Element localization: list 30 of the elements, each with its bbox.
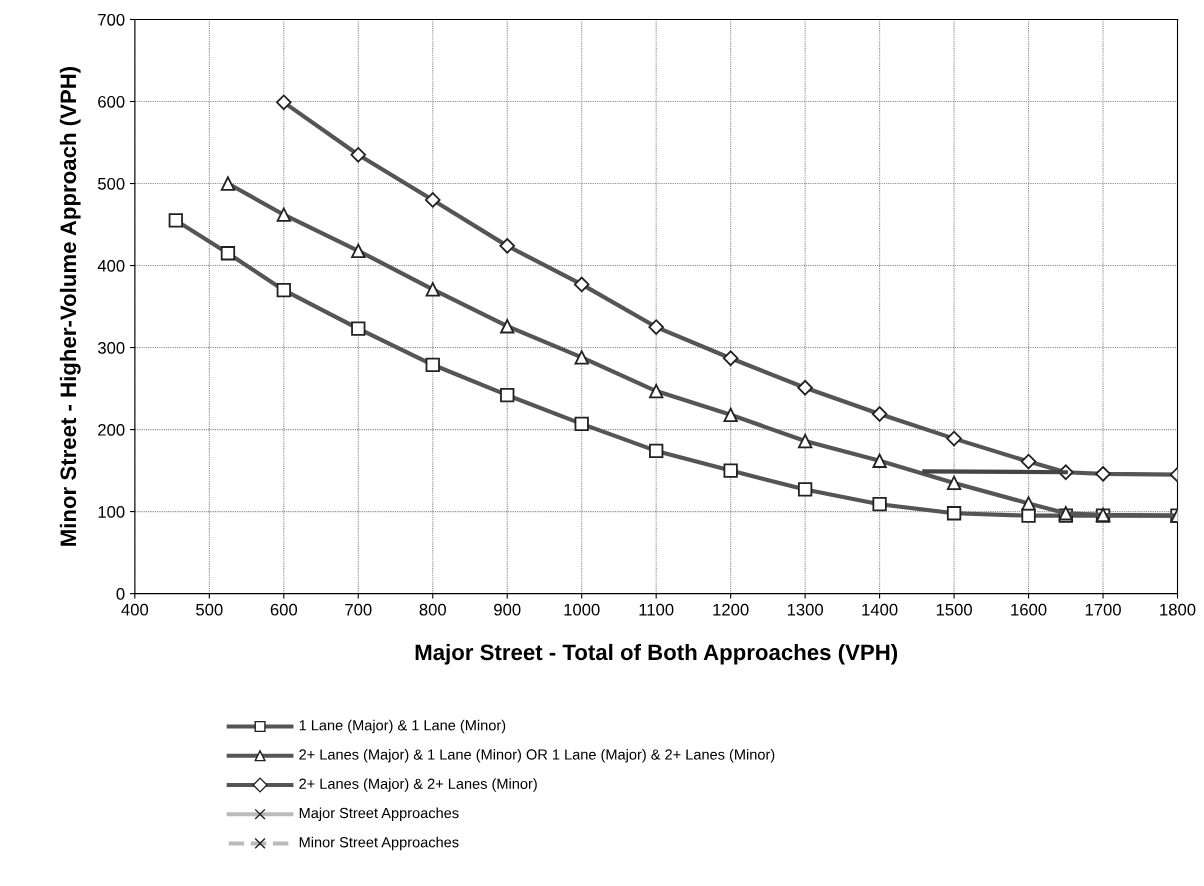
legend-label: Minor Street Approaches [299,836,459,851]
x-tick-label: 1300 [787,603,824,616]
y-tick-label: 500 [97,177,125,190]
x-tick-label: 500 [196,603,223,616]
legend-label: 2+ Lanes (Major) & 2+ Lanes (Minor) [299,778,537,792]
y-tick-label: 400 [97,259,125,272]
y-tick-label: 300 [97,341,125,354]
x-tick-label: 1700 [1085,603,1121,616]
x-tick-label: 1500 [936,603,972,616]
x-tick-label: 1000 [564,603,600,616]
x-tick-label: 1800 [1160,603,1196,616]
y-tick-label: 0 [116,588,125,600]
x-tick-label: 800 [419,603,447,616]
x-axis-title: Major Street - Total of Both Approaches (VPH) [415,643,898,665]
x-tick-label: 400 [121,603,149,616]
y-tick-label: 200 [98,423,125,436]
x-tick-label: 1200 [713,603,749,616]
legend-label: 2+ Lanes (Major) & 1 Lane (Minor) OR 1 Lane (Major) & 2+ Lanes (Minor) [299,748,775,763]
x-tick-label: 1400 [862,603,898,616]
y-axis-title: Minor Street - Higher-Volume Approach (VPH) [59,66,81,546]
x-tick-label: 600 [270,603,298,616]
y-tick-label: 100 [98,506,125,518]
y-tick-label: 700 [98,13,125,26]
legend-label: 1 Lane (Major) & 1 Lane (Minor) [299,719,506,734]
y-tick-label: 600 [98,95,125,108]
x-tick-label: 700 [345,603,372,616]
x-tick-label: 1600 [1011,603,1047,616]
legend-label: Major Street Approaches [299,807,459,822]
x-tick-label: 900 [494,603,521,616]
x-tick-label: 1100 [639,603,674,616]
